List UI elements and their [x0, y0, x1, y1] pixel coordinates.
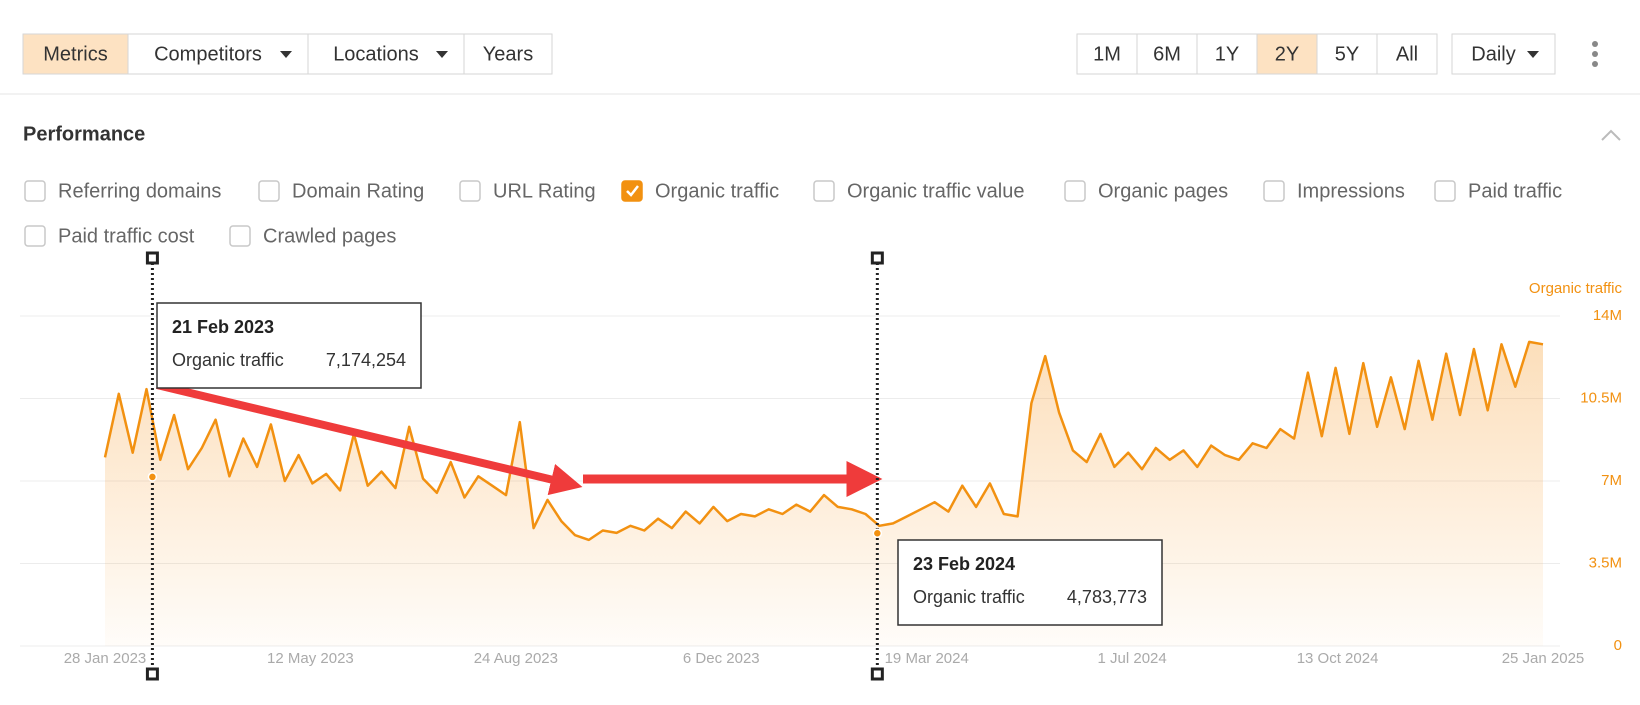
x-tick-label: 24 Aug 2023: [474, 650, 558, 667]
button-label: 6M: [1153, 43, 1181, 65]
button-label: Competitors: [154, 43, 262, 65]
button[interactable]: [1256, 33, 1318, 75]
check-mark: [626, 185, 639, 197]
handle[interactable]: [145, 251, 159, 265]
checkbox[interactable]: [24, 180, 46, 202]
dropdown-caret: [280, 51, 292, 58]
x-tick-label: 25 Jan 2025: [1502, 650, 1585, 667]
area: [105, 341, 1543, 646]
button[interactable]: [1076, 33, 1138, 75]
tooltip-date: 23 Feb 2024: [913, 554, 1015, 574]
checkbox[interactable]: [1064, 180, 1086, 202]
tooltip-value: 7,174,254: [326, 350, 406, 370]
button[interactable]: [127, 33, 309, 75]
checkbox[interactable]: [1263, 180, 1285, 202]
checkbox[interactable]: [1434, 180, 1456, 202]
checkbox-label: Impressions: [1297, 180, 1405, 202]
x-tick-label: 6 Dec 2023: [683, 650, 760, 667]
point: [147, 472, 158, 482]
checkbox[interactable]: [24, 225, 46, 247]
checkbox-label: Crawled pages: [263, 225, 396, 247]
section-title: Performance: [23, 123, 145, 145]
y-tick-label: 7M: [1601, 472, 1622, 489]
handle[interactable]: [870, 667, 884, 681]
button-label: 5Y: [1335, 43, 1359, 65]
button-label: Years: [483, 43, 533, 65]
x-tick-label: 12 May 2023: [267, 650, 354, 667]
checkbox-label: Domain Rating: [292, 180, 424, 202]
button[interactable]: [463, 33, 553, 75]
checkbox-label: URL Rating: [493, 180, 596, 202]
checkbox-label: Organic pages: [1098, 180, 1228, 202]
checkbox-label: Organic traffic: [655, 180, 779, 202]
checkbox[interactable]: [813, 180, 835, 202]
button-label: Metrics: [43, 43, 107, 65]
line: [103, 340, 1544, 542]
checkbox-label: Organic traffic value: [847, 180, 1025, 202]
button[interactable]: [1316, 33, 1378, 75]
tooltip-date: 21 Feb 2023: [172, 317, 274, 337]
checkbox-label: Paid traffic: [1468, 180, 1562, 202]
collapse-icon[interactable]: [1601, 129, 1621, 141]
handle[interactable]: [870, 251, 884, 265]
tooltip-series: Organic traffic: [913, 587, 1025, 607]
y-tick-label: 10.5M: [1580, 389, 1622, 406]
more-menu[interactable]: [1592, 41, 1598, 67]
button[interactable]: [1136, 33, 1198, 75]
dropdown-caret: [1527, 51, 1539, 58]
checkbox-label: Paid traffic cost: [58, 225, 195, 247]
checkbox[interactable]: [621, 180, 643, 202]
tooltip-series: Organic traffic: [172, 350, 284, 370]
x-tick-label: 13 Oct 2024: [1297, 650, 1379, 667]
button-label: 1M: [1093, 43, 1121, 65]
button[interactable]: [1376, 33, 1438, 75]
button-label: Daily: [1471, 43, 1515, 65]
x-tick-label: 1 Jul 2024: [1098, 650, 1167, 667]
arrow: [156, 381, 583, 496]
button[interactable]: [307, 33, 465, 75]
y-tick-label: 3.5M: [1589, 554, 1622, 571]
button-label: All: [1396, 43, 1418, 65]
checkbox[interactable]: [229, 225, 251, 247]
button-label: 2Y: [1275, 43, 1299, 65]
x-tick-label: 28 Jan 2023: [64, 650, 147, 667]
dropdown-caret: [436, 51, 448, 58]
y-tick-label: 0: [1614, 637, 1622, 654]
y-tick-label: 14M: [1593, 307, 1622, 324]
checkbox[interactable]: [459, 180, 481, 202]
series-label: Organic traffic: [1529, 280, 1623, 297]
button[interactable]: [1451, 33, 1556, 75]
handle[interactable]: [145, 667, 159, 681]
button-label: 1Y: [1215, 43, 1239, 65]
tooltip: [156, 302, 422, 389]
tooltip-value: 4,783,773: [1067, 587, 1147, 607]
x-tick-label: 19 Mar 2024: [885, 650, 969, 667]
tooltip: [897, 539, 1163, 626]
checkbox-label: Referring domains: [58, 180, 221, 202]
button-label: Locations: [333, 43, 419, 65]
point: [872, 528, 883, 538]
checkbox[interactable]: [258, 180, 280, 202]
